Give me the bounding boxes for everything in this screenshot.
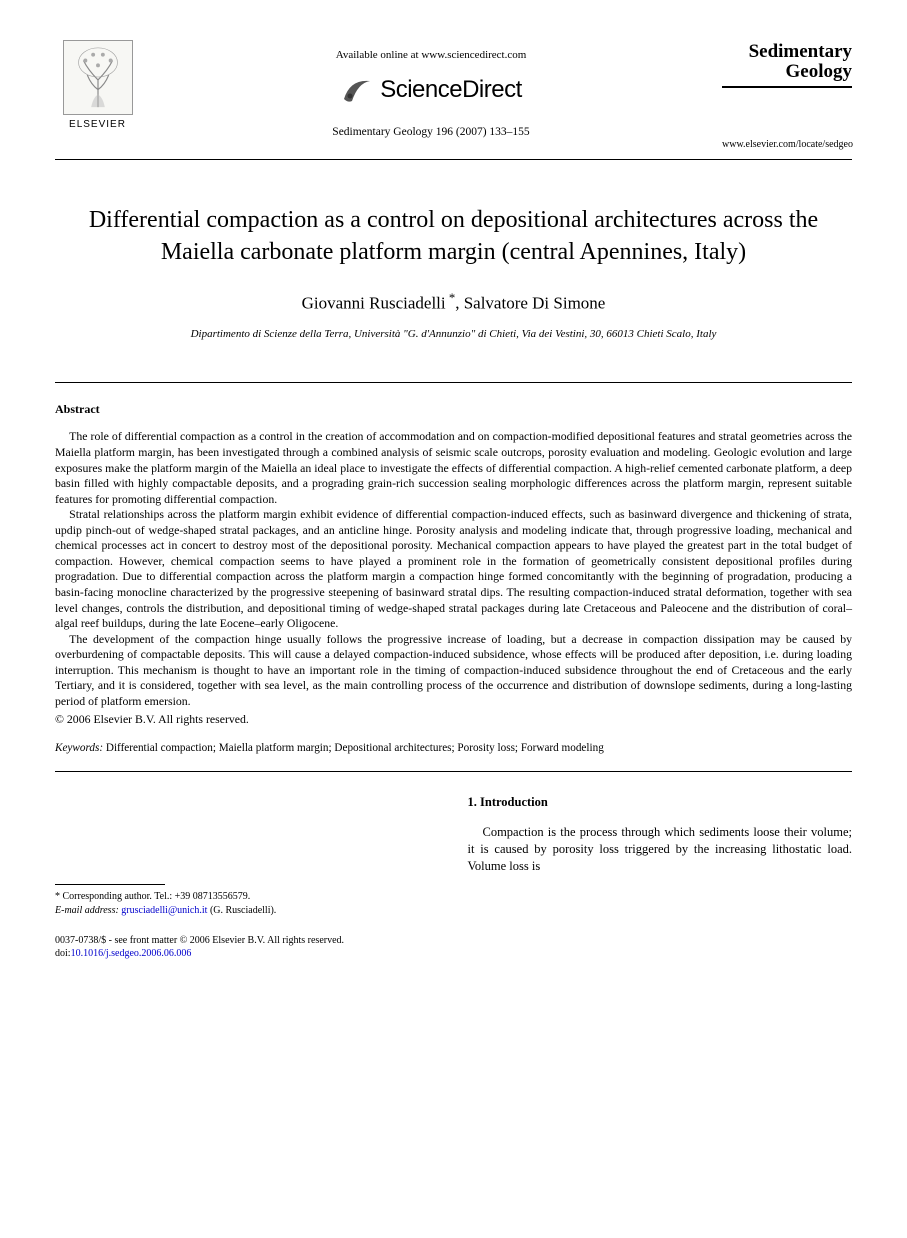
- right-column: 1. Introduction Compaction is the proces…: [468, 794, 853, 961]
- two-column-body: * Corresponding author. Tel.: +39 087135…: [55, 794, 852, 961]
- journal-block: Sedimentary Geology www.elsevier.com/loc…: [722, 40, 852, 151]
- footnote-rule: [55, 884, 165, 885]
- abstract-body: The role of differential compaction as a…: [55, 429, 852, 709]
- publisher-label: ELSEVIER: [55, 118, 140, 132]
- footnote-email-suffix: (G. Rusciadelli).: [210, 905, 276, 916]
- abstract-label: Abstract: [55, 401, 852, 417]
- affiliation: Dipartimento di Scienze della Terra, Uni…: [55, 327, 852, 342]
- header-divider: [55, 159, 852, 160]
- front-matter-line: 0037-0738/$ - see front matter © 2006 El…: [55, 934, 440, 948]
- abstract-p3: The development of the compaction hinge …: [55, 632, 852, 710]
- sciencedirect-text: ScienceDirect: [380, 74, 522, 106]
- keywords-line: Keywords: Differential compaction; Maiel…: [55, 741, 852, 756]
- rule-below-keywords: [55, 771, 852, 772]
- section-1-heading: 1. Introduction: [468, 794, 853, 811]
- publisher-block: ELSEVIER: [55, 40, 140, 132]
- footnote-tel: * Corresponding author. Tel.: +39 087135…: [55, 890, 440, 904]
- journal-rule: [722, 86, 852, 88]
- doi-line: doi:10.1016/j.sedgeo.2006.06.006: [55, 947, 440, 961]
- footer-meta: 0037-0738/$ - see front matter © 2006 El…: [55, 934, 440, 961]
- rule-above-abstract: [55, 382, 852, 383]
- keywords-text: Differential compaction; Maiella platfor…: [106, 742, 604, 754]
- journal-url: www.elsevier.com/locate/sedgeo: [722, 138, 852, 152]
- keywords-label: Keywords:: [55, 742, 103, 754]
- copyright: © 2006 Elsevier B.V. All rights reserved…: [55, 712, 852, 728]
- available-online-text: Available online at www.sciencedirect.co…: [140, 48, 722, 63]
- section-1-body: Compaction is the process through which …: [468, 824, 853, 875]
- footnote-email-link[interactable]: grusciadelli@unich.it: [121, 905, 207, 916]
- abstract-p2: Stratal relationships across the platfor…: [55, 507, 852, 632]
- doi-label: doi:: [55, 948, 71, 959]
- elsevier-tree-icon: [63, 40, 133, 115]
- authors: Giovanni Rusciadelli *, Salvatore Di Sim…: [55, 290, 852, 316]
- sciencedirect-swoosh-icon: [340, 73, 374, 107]
- citation-text: Sedimentary Geology 196 (2007) 133–155: [140, 125, 722, 141]
- journal-name: Sedimentary Geology: [722, 42, 852, 82]
- corresponding-author-footnote: * Corresponding author. Tel.: +39 087135…: [55, 890, 440, 918]
- sciencedirect-logo: ScienceDirect: [140, 73, 722, 107]
- doi-link[interactable]: 10.1016/j.sedgeo.2006.06.006: [71, 948, 192, 959]
- footnote-email-label: E-mail address:: [55, 905, 119, 916]
- journal-name-line1: Sedimentary: [749, 41, 852, 62]
- header-row: ELSEVIER Available online at www.science…: [55, 40, 852, 151]
- footnote-email-line: E-mail address: grusciadelli@unich.it (G…: [55, 904, 440, 918]
- journal-name-line2: Geology: [786, 61, 853, 82]
- abstract-p1: The role of differential compaction as a…: [55, 429, 852, 507]
- article-title: Differential compaction as a control on …: [85, 205, 822, 267]
- left-column: * Corresponding author. Tel.: +39 087135…: [55, 794, 440, 961]
- center-header: Available online at www.sciencedirect.co…: [140, 40, 722, 140]
